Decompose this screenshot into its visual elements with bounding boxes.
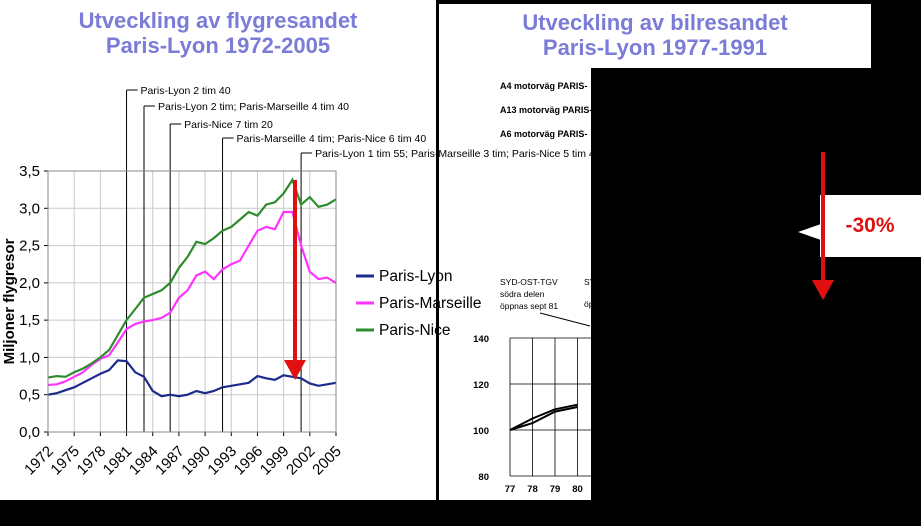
y-tick-label: 3,5: [19, 163, 40, 180]
y-tick-label: 80: [478, 472, 489, 483]
reduction-callout: [820, 195, 921, 257]
x-tick-label: 78: [527, 484, 538, 495]
tgv-label: öppnas sept 81: [500, 301, 558, 311]
flight-chart-series: [47, 177, 337, 398]
occluding-black-box: [591, 68, 921, 500]
right-chart-title: Utveckling av bilresandet Paris-Lyon 197…: [439, 10, 871, 60]
y-tick-label: 140: [473, 334, 489, 345]
flight-chart-axes: 0,00,51,01,52,02,53,03,51972197519781981…: [1, 163, 345, 478]
left-chart-title: Utveckling av flygresandet Paris-Lyon 19…: [0, 8, 436, 58]
reduction-arrows: [284, 152, 834, 380]
y-tick-label: 3,0: [19, 200, 40, 217]
left-title-line1: Utveckling av flygresandet: [78, 8, 358, 33]
annotation-label: Paris-Nice 7 tim 20: [184, 119, 273, 131]
y-tick-label: 100: [473, 426, 489, 437]
series-line-paris-lyon: [47, 359, 337, 398]
x-tick-label: 77: [505, 484, 516, 495]
y-tick-label: 2,5: [19, 238, 40, 255]
car-series-line: [509, 403, 578, 431]
x-tick-label: 79: [550, 484, 561, 495]
legend-label: Paris-Lyon: [379, 268, 453, 285]
legend-label: Paris-Nice: [379, 322, 450, 339]
road-label: A4 motorväg PARIS-: [500, 81, 587, 91]
right-title-line2: Paris-Lyon 1977-1991: [542, 35, 768, 60]
y-tick-label: 1,5: [19, 312, 40, 329]
y-tick-label: 0,0: [19, 424, 40, 441]
right-title-line1: Utveckling av bilresandet: [522, 10, 788, 35]
y-tick-label: 1,0: [19, 349, 40, 366]
annotation-label: Paris-Lyon 1 tim 55; Paris-Marseille 3 t…: [315, 148, 601, 160]
annotation-label: Paris-Lyon 2 tim; Paris-Marseille 4 tim …: [158, 101, 349, 113]
car-series-line: [509, 406, 578, 431]
tgv-pointer: [539, 312, 591, 327]
annotation-label: Paris-Lyon 2 tim 40: [141, 85, 231, 97]
reduction-label: -30%: [845, 214, 894, 237]
flight-chart-legend: Paris-Lyon Paris-Marseille Paris-Nice: [356, 268, 482, 339]
x-tick-label: 80: [572, 484, 583, 495]
flight-chart-annotations: Paris-Lyon 2 tim 40 Paris-Lyon 2 tim; Par…: [126, 85, 601, 432]
callout-pointer: [798, 224, 821, 240]
y-tick-label: 120: [473, 380, 489, 391]
flight-drop-arrow-head: [284, 360, 306, 380]
plot-frame: [47, 170, 337, 433]
left-title-line2: Paris-Lyon 1972-2005: [105, 33, 331, 58]
y-tick-label: 2,0: [19, 275, 40, 292]
series-line-paris-marseille: [47, 210, 337, 387]
y-axis-label: Miljoner flygresor: [1, 238, 18, 364]
annotation-label: Paris-Marseille 4 tim; Paris-Nice 6 tim …: [237, 133, 427, 145]
car-drop-arrow-head: [812, 280, 834, 300]
legend-label: Paris-Marseille: [379, 295, 482, 312]
series-line-paris-nice: [47, 177, 337, 379]
tgv-label: södra delen: [500, 289, 545, 299]
y-tick-label: 0,5: [19, 387, 40, 404]
road-label: A6 motorväg PARIS-: [500, 129, 587, 139]
tgv-label: SYD-OST-TGV: [500, 277, 558, 287]
left-chart-panel: [0, 0, 436, 500]
road-label: A13 motorväg PARIS-: [500, 105, 592, 115]
